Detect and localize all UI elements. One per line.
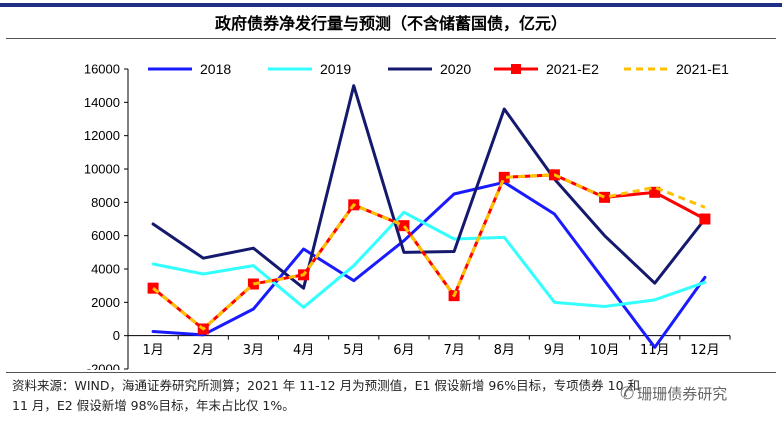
line-chart: -2000 0 2000 4000 6000 8000 10000 12000 14000 160…: [84, 61, 731, 371]
watermark-text: 珊珊债券研究: [637, 385, 728, 403]
x-tick-label: 11月: [640, 343, 670, 358]
x-tick-label: 1月: [142, 343, 163, 358]
y-tick-label: 4000: [91, 262, 120, 277]
legend-label-2020: 2020: [440, 61, 471, 77]
source-divider: [6, 372, 776, 373]
x-tick-label: 12月: [690, 343, 720, 358]
series-line-2020: [151, 84, 707, 290]
x-tick-label: 6月: [393, 343, 414, 358]
y-tick-label: -2000: [87, 362, 120, 371]
y-tick-label: 12000: [84, 128, 120, 143]
y-tick-label: 8000: [91, 195, 120, 210]
legend-label-2018: 2018: [200, 61, 231, 77]
footnote-line-2: 11 月，E2 假设新增 98%目标，年末占比仅 1%。: [12, 398, 295, 413]
x-tick-label: 10月: [590, 343, 620, 358]
x-tick-label: 5月: [343, 343, 364, 358]
chart-title: 政府债券净发行量与预测（不含储蓄国债，亿元）: [214, 14, 567, 33]
series-line-2021-E1: [152, 173, 706, 331]
watermark: ✆ 珊珊债券研究: [620, 383, 727, 404]
y-tick-label: 0: [113, 328, 120, 343]
x-tick-label: 8月: [494, 343, 515, 358]
x-tick-label: 7月: [443, 343, 464, 358]
legend-marker-2021-E2: [511, 64, 521, 74]
x-tick-label: 9月: [544, 343, 565, 358]
series-line-2019: [151, 210, 707, 309]
legend-label-2019: 2019: [320, 61, 351, 77]
title-divider: [6, 38, 776, 39]
legend-label-2021-E1: 2021-E1: [676, 61, 729, 77]
wechat-icon: ✆: [620, 384, 635, 404]
data-point-2021-E2: [649, 186, 661, 198]
x-tick-label: 3月: [243, 343, 264, 358]
x-tick-label: 2月: [193, 343, 214, 358]
legend-label-2021-E2: 2021-E2: [546, 61, 599, 77]
data-point-2021-E2: [398, 220, 410, 232]
y-tick-label: 6000: [91, 228, 120, 243]
y-tick-label: 16000: [84, 62, 120, 77]
y-tick-label: 14000: [84, 95, 120, 110]
top-rule: [0, 3, 782, 7]
footnote-line-1: 资料来源：WIND，海通证券研究所测算；2021 年 11-12 月为预测值，E…: [12, 378, 641, 393]
series-line-2018: [151, 180, 707, 349]
y-tick-label: 2000: [91, 295, 120, 310]
source-footnote: 资料来源：WIND，海通证券研究所测算；2021 年 11-12 月为预测值，E…: [12, 376, 782, 416]
x-tick-label: 4月: [293, 343, 314, 358]
data-point-2021-E2: [699, 213, 711, 225]
y-tick-label: 10000: [84, 162, 120, 177]
